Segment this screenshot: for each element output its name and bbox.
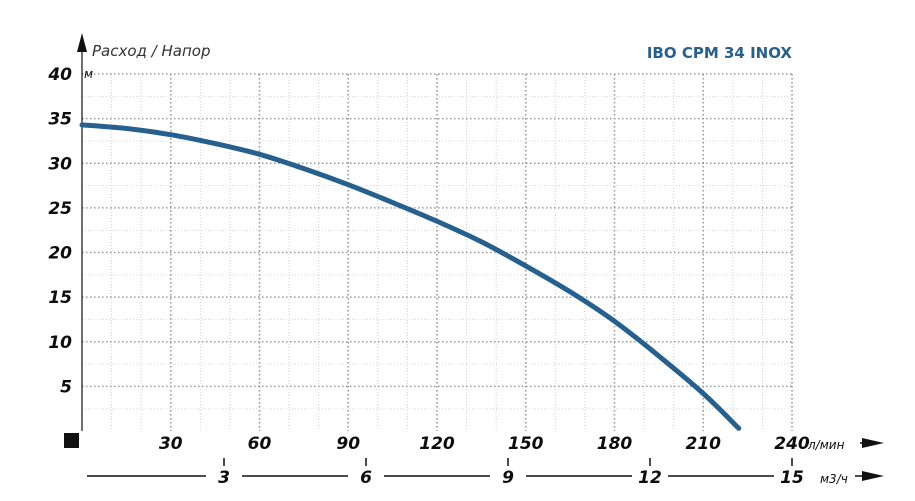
y-tick-label: 40 — [47, 65, 72, 85]
x-axis-arrow — [862, 438, 884, 448]
x2-tick-label: 15 — [780, 468, 804, 488]
axes — [64, 33, 884, 481]
y-tick-label: 15 — [48, 288, 72, 308]
x-tick-label: 150 — [508, 434, 544, 454]
grid-lines — [82, 73, 793, 431]
y-unit-label: м — [84, 67, 93, 81]
x-unit-label: л/мин — [807, 438, 845, 452]
y-axis-arrow — [77, 33, 87, 52]
y-tick-label: 30 — [48, 154, 72, 174]
x-tick-label: 210 — [686, 434, 722, 454]
x2-unit-label: м3/ч — [820, 472, 848, 486]
origin-marker — [64, 433, 79, 448]
x2-tick-label: 12 — [638, 468, 662, 488]
x2-tick-label: 6 — [360, 468, 372, 488]
x2-axis-arrow — [862, 471, 884, 481]
y-tick-label: 5 — [60, 377, 72, 397]
y-tick-label: 35 — [48, 110, 72, 130]
x-tick-label: 240 — [774, 434, 810, 454]
y-tick-label: 20 — [48, 244, 72, 264]
chart-title: IBO CPM 34 INOX — [647, 44, 793, 62]
x-tick-label: 90 — [336, 434, 360, 454]
curve-layer — [79, 122, 742, 431]
x2-tick-label: 9 — [502, 468, 514, 488]
performance-curve — [79, 122, 742, 431]
x-tick-label: 60 — [248, 434, 272, 454]
y-tick-label: 25 — [48, 199, 72, 219]
x-tick-label: 180 — [597, 434, 633, 454]
x-tick-label: 30 — [159, 434, 183, 454]
x-tick-label: 120 — [419, 434, 455, 454]
y-tick-label: 10 — [48, 333, 72, 353]
x2-tick-label: 3 — [218, 468, 230, 488]
y-axis-label: Расход / Напор — [92, 42, 210, 60]
axis-labels: 5 10 15 20 25 30 35 40 30 60 90 120 150 180 210 240 3 6 9 1… — [47, 65, 810, 488]
